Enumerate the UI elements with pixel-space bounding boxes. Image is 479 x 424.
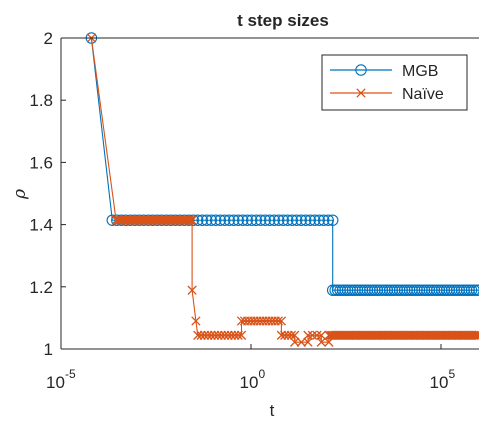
data-point	[286, 330, 297, 340]
data-point	[470, 330, 479, 340]
data-point	[205, 214, 218, 226]
data-point	[223, 330, 233, 340]
data-point	[316, 337, 326, 347]
data-point	[241, 214, 253, 226]
data-point	[286, 214, 298, 226]
data-point	[312, 330, 322, 340]
data-point	[470, 284, 479, 296]
data-point	[187, 215, 197, 225]
data-point	[281, 214, 294, 226]
x-tick-label-exponent: 5	[449, 367, 456, 381]
data-point	[191, 316, 201, 326]
data-point	[214, 214, 227, 226]
data-point	[295, 214, 307, 226]
data-point	[317, 214, 330, 226]
data-point	[303, 337, 313, 347]
data-point	[299, 214, 312, 226]
data-point	[233, 330, 243, 340]
data-point	[245, 214, 258, 226]
data-point	[193, 330, 203, 340]
data-point	[213, 330, 223, 340]
x-tick-label-exponent: -5	[65, 367, 76, 381]
y-tick-label: 1.6	[29, 153, 53, 172]
data-point	[290, 337, 300, 347]
x-tick-label-base: 10	[46, 373, 65, 392]
data-point	[230, 330, 240, 340]
legend-entry: MGB	[330, 63, 438, 80]
data-point	[236, 330, 247, 340]
data-point	[259, 214, 271, 226]
data-point	[316, 330, 326, 340]
chart-title: t step sizes	[237, 11, 329, 30]
x-tick-label: 10 0	[240, 367, 266, 392]
legend-box	[321, 54, 468, 111]
y-axis-label: ρ	[10, 189, 30, 200]
data-point	[196, 330, 206, 340]
data-point	[268, 214, 280, 226]
data-point	[210, 214, 222, 226]
data-point	[196, 214, 209, 226]
data-point	[273, 316, 283, 326]
data-point	[236, 214, 249, 226]
legend-marker	[356, 88, 366, 98]
y-tick-label: 1	[44, 340, 53, 359]
data-point	[465, 284, 478, 296]
data-point	[216, 330, 226, 340]
data-point	[250, 214, 262, 226]
data-point	[254, 214, 267, 226]
data-point	[276, 330, 287, 340]
data-point	[232, 214, 244, 226]
x-tick-label: 10 5	[430, 367, 456, 392]
data-point	[201, 214, 213, 226]
data-point	[303, 330, 313, 340]
legend-label: Naïve	[402, 86, 444, 103]
data-point	[187, 285, 197, 295]
data-point	[290, 214, 303, 226]
data-point	[308, 214, 321, 226]
legend-marker	[355, 64, 367, 76]
legend-items: MGB Naïve	[330, 63, 444, 103]
data-point	[326, 214, 339, 226]
data-point	[468, 284, 479, 296]
data-point	[474, 330, 479, 340]
legend-entry: Naïve	[330, 86, 444, 103]
x-tick-label-base: 10	[430, 373, 449, 392]
y-tick-label: 2	[44, 29, 53, 48]
x-tick-label: 10 -5	[46, 367, 76, 392]
y-tick-label: 1.4	[29, 216, 53, 235]
x-axis-label: t	[270, 401, 275, 420]
data-point	[263, 214, 276, 226]
data-point	[472, 330, 479, 340]
data-point	[280, 330, 290, 340]
y-tick-label: 1.8	[29, 91, 53, 110]
data-point	[226, 330, 237, 340]
data-point	[206, 330, 216, 340]
data-point	[227, 214, 240, 226]
data-point	[183, 215, 194, 225]
data-point	[209, 330, 220, 340]
data-point	[276, 316, 287, 326]
data-point	[223, 214, 235, 226]
data-point	[220, 330, 230, 340]
data-point	[272, 214, 285, 226]
x-tick-label-exponent: 0	[259, 367, 266, 381]
data-point	[277, 214, 289, 226]
data-point	[313, 214, 325, 226]
data-point	[218, 214, 231, 226]
data-point	[199, 330, 210, 340]
legend: MGB Naïve	[321, 54, 468, 111]
data-point	[304, 214, 316, 226]
legend-label: MGB	[402, 63, 438, 80]
data-point	[203, 330, 213, 340]
series-layer	[85, 32, 479, 347]
data-point	[307, 330, 318, 340]
series-naive	[86, 33, 479, 347]
data-point	[322, 214, 334, 226]
y-tick-label: 1.2	[29, 278, 53, 297]
x-tick-label-base: 10	[240, 373, 259, 392]
data-point	[185, 215, 196, 225]
